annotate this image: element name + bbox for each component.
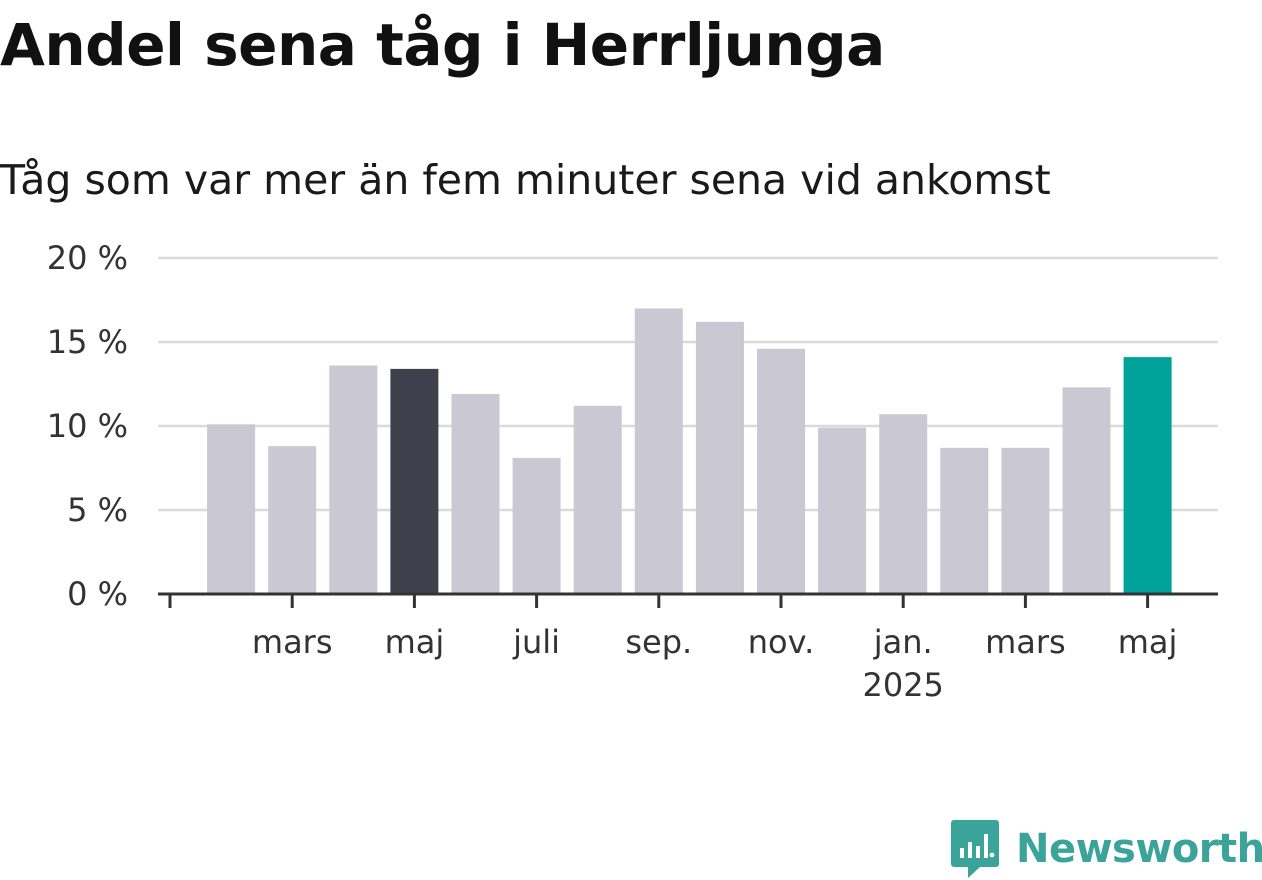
bar xyxy=(512,457,561,594)
y-tick-label: 15 % xyxy=(47,323,128,361)
x-tick-label: mars xyxy=(252,623,333,661)
x-tick-label: sep. xyxy=(625,623,692,661)
x-axis xyxy=(158,592,1218,608)
bar xyxy=(390,368,439,594)
bar xyxy=(1062,387,1111,594)
brand-logo: Newsworthy xyxy=(950,818,1262,880)
bar xyxy=(268,446,317,594)
bar xyxy=(818,427,867,594)
x-tick-label: nov. xyxy=(748,623,814,661)
bar xyxy=(573,405,622,594)
x-axis-labels: mars maj juli sep. nov. jan. 2025 mars maj xyxy=(252,623,1178,704)
x-tick-year-label: 2025 xyxy=(862,666,943,704)
bar xyxy=(329,365,378,594)
bars xyxy=(207,308,1172,594)
bar xyxy=(1123,357,1172,594)
x-tick-label: jan. xyxy=(873,623,933,661)
bar xyxy=(757,348,805,594)
bar xyxy=(695,321,744,594)
x-tick-label: maj xyxy=(385,623,445,661)
bar xyxy=(451,394,500,594)
bar xyxy=(634,308,683,594)
bar xyxy=(940,447,989,594)
brand-name: Newsworthy xyxy=(1016,826,1262,872)
chart-subtitle: Tåg som var mer än fem minuter sena vid … xyxy=(0,156,1051,204)
y-tick-label: 10 % xyxy=(47,407,128,445)
x-tick-label: maj xyxy=(1118,623,1178,661)
y-tick-label: 20 % xyxy=(47,239,128,277)
bar xyxy=(207,424,256,594)
x-tick-label: mars xyxy=(985,623,1066,661)
y-tick-label: 5 % xyxy=(67,491,128,529)
y-axis-labels: 0 % 5 % 10 % 15 % 20 % xyxy=(47,239,128,613)
newsworthy-chart-bubble-icon xyxy=(951,820,999,878)
bar xyxy=(1001,447,1050,594)
bar xyxy=(879,414,928,594)
x-tick-label: juli xyxy=(512,623,560,661)
y-tick-label: 0 % xyxy=(67,575,128,613)
chart-title: Andel sena tåg i Herrljunga xyxy=(0,11,885,79)
grid-lines xyxy=(158,256,1218,512)
